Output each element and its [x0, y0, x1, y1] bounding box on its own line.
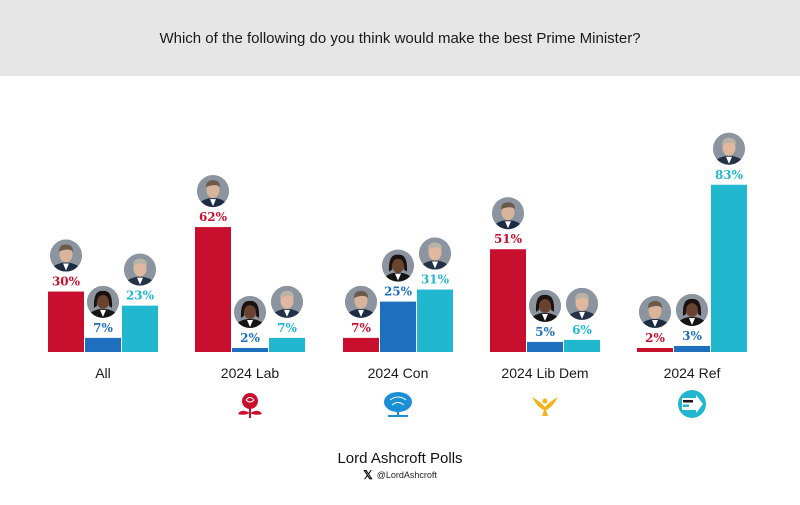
bar-group: 2% 3% 83% 2024 Ref [637, 132, 747, 418]
bar [711, 184, 747, 352]
footer-handle: 𝕏 @LordAshcroft [0, 468, 800, 482]
labour-rose-icon [238, 393, 262, 418]
data-label: 2% [240, 331, 260, 345]
bar [343, 337, 379, 352]
starmer-portrait-icon [50, 239, 82, 272]
category-label: 2024 Con [368, 365, 429, 381]
data-label: 25% [384, 285, 413, 299]
conservative-tree-icon [384, 392, 412, 417]
bar [490, 249, 526, 352]
category-label: 2024 Ref [664, 365, 721, 381]
bar [380, 301, 416, 352]
bar [232, 347, 268, 352]
starmer-portrait-icon [345, 285, 377, 318]
category-label: 2024 Lab [221, 365, 280, 381]
chart-title: Which of the following do you think woul… [159, 29, 641, 47]
bar [564, 339, 600, 352]
farage-portrait-icon [271, 285, 303, 318]
data-label: 7% [351, 321, 371, 335]
data-label: 51% [494, 232, 523, 246]
data-label: 2% [645, 331, 665, 345]
bar [48, 291, 84, 352]
badenoch-portrait-icon [87, 285, 119, 318]
bar [674, 345, 710, 352]
starmer-portrait-icon [197, 175, 229, 208]
bar [637, 347, 673, 352]
data-label: 5% [535, 325, 555, 339]
data-label: 83% [715, 168, 744, 182]
data-label: 31% [421, 273, 450, 287]
footer-brand: Lord Ashcroft Polls [337, 450, 463, 467]
bar [195, 227, 231, 352]
badenoch-portrait-icon [382, 249, 414, 282]
bar-chart: 30% 7% 23% All 62% 2% 7% 2024 Lab 7% 25% 31% 2024 C… [48, 132, 747, 418]
badenoch-portrait-icon [676, 293, 708, 326]
reform-uk-icon [678, 390, 706, 418]
category-label: 2024 Lib Dem [501, 365, 588, 381]
badenoch-portrait-icon [234, 295, 266, 328]
bar-group: 30% 7% 23% All [48, 239, 158, 381]
chart-header: Which of the following do you think woul… [0, 0, 800, 76]
farage-portrait-icon [713, 132, 745, 165]
category-label: All [95, 365, 111, 381]
data-label: 3% [682, 329, 702, 343]
data-label: 23% [126, 289, 155, 303]
starmer-portrait-icon [639, 295, 671, 328]
libdem-bird-icon [532, 397, 558, 416]
data-label: 6% [572, 323, 592, 337]
data-label: 7% [93, 321, 113, 335]
farage-portrait-icon [419, 237, 451, 270]
bar [417, 289, 453, 352]
bar [269, 337, 305, 352]
bar-group: 51% 5% 6% 2024 Lib Dem [490, 197, 600, 416]
bar [527, 341, 563, 352]
farage-portrait-icon [124, 253, 156, 286]
bar [85, 337, 121, 352]
bar-group: 7% 25% 31% 2024 Con [343, 237, 453, 417]
data-label: 7% [277, 321, 297, 335]
starmer-portrait-icon [492, 197, 524, 230]
data-label: 30% [52, 275, 81, 289]
bar [122, 305, 158, 352]
data-label: 62% [199, 210, 228, 224]
farage-portrait-icon [566, 287, 598, 320]
footer-handle-text: @LordAshcroft [376, 470, 437, 480]
badenoch-portrait-icon [529, 289, 561, 322]
x-logo-icon: 𝕏 [363, 468, 373, 482]
bar-group: 62% 2% 7% 2024 Lab [195, 175, 305, 418]
